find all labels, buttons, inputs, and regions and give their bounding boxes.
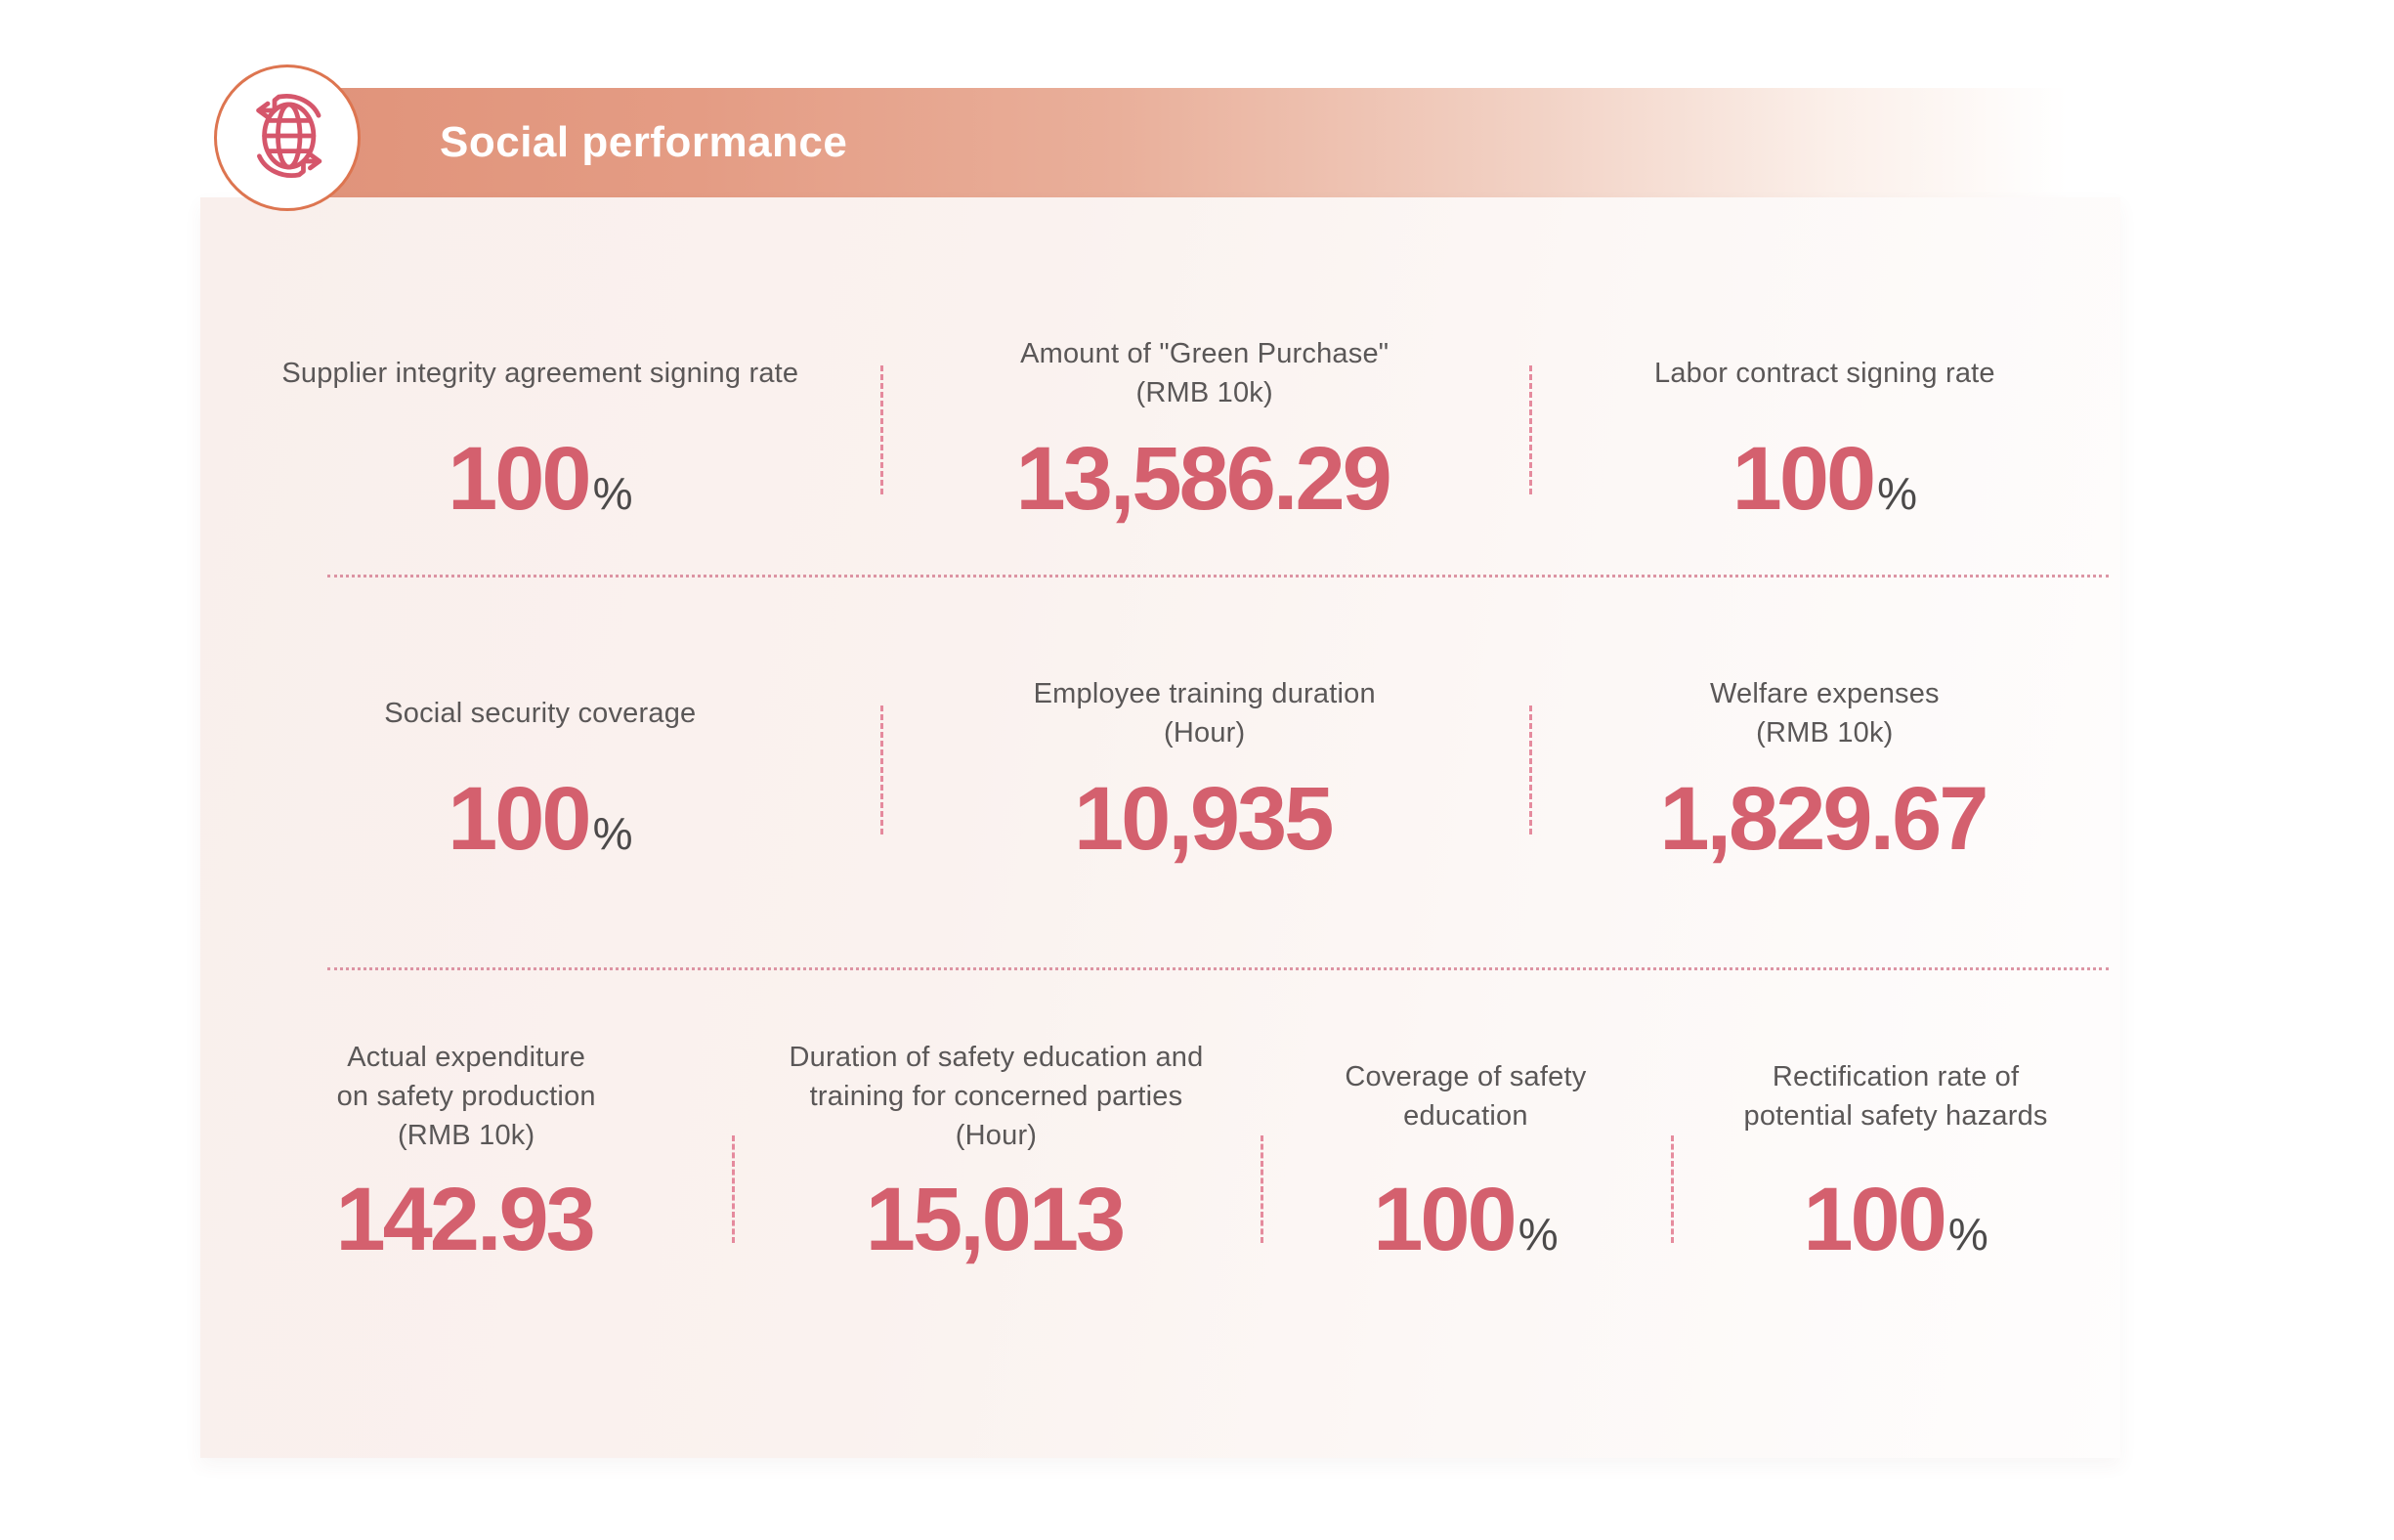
section-header-band: Social performance <box>293 88 2122 197</box>
metric-label: Rectification rate of potential safety h… <box>1744 1030 2048 1163</box>
metric-label-line: education <box>1403 1100 1528 1132</box>
metric-value: 100% <box>1373 1173 1558 1267</box>
vertical-divider <box>879 706 883 834</box>
metric-number: 100 <box>448 769 591 869</box>
metric-value: 15,013 <box>866 1173 1127 1267</box>
metric-number: 15,013 <box>865 1170 1126 1269</box>
metric-unit: % <box>1947 1209 1988 1260</box>
metric-label-line: Welfare expenses <box>1709 677 1940 709</box>
metric-label-line: Labor contract signing rate <box>1653 357 1995 389</box>
metric-value: 10,935 <box>1074 772 1335 867</box>
metric-label-line: Rectification rate of <box>1772 1060 2020 1092</box>
metric-label-line: Employee training duration <box>1033 677 1376 709</box>
metric-safety-education-duration: Duration of safety education and trainin… <box>732 1030 1260 1294</box>
metric-hazard-rectification-rate: Rectification rate of potential safety h… <box>1671 1030 2120 1294</box>
metric-labor-contract-rate: Labor contract signing rate 100% <box>1529 324 2120 554</box>
metric-number: 10,935 <box>1073 769 1334 869</box>
vertical-divider <box>1671 1135 1675 1243</box>
metric-value: 142.93 <box>335 1173 596 1267</box>
horizontal-divider <box>327 575 2109 578</box>
metric-label-line: Duration of safety education and <box>789 1041 1204 1073</box>
metric-number: 142.93 <box>335 1170 595 1269</box>
metric-safety-production-expenditure: Actual expenditure on safety production … <box>200 1030 732 1294</box>
metric-label-line: (RMB 10k) <box>1756 717 1894 749</box>
vertical-divider <box>879 365 883 494</box>
vertical-divider <box>1528 365 1532 494</box>
metric-label-line: (RMB 10k) <box>397 1120 535 1151</box>
metric-label-line: Supplier integrity agreement signing rat… <box>281 357 799 389</box>
metrics-row-3: Actual expenditure on safety production … <box>200 1030 2120 1294</box>
vertical-divider <box>1260 1135 1263 1243</box>
metric-number: 1,829.67 <box>1659 769 1988 869</box>
metric-unit: % <box>592 808 633 859</box>
metric-value: 1,829.67 <box>1659 772 1989 867</box>
metric-label: Duration of safety education and trainin… <box>790 1030 1204 1163</box>
horizontal-divider <box>327 967 2109 970</box>
metric-welfare-expenses: Welfare expenses (RMB 10k) 1,829.67 <box>1529 664 2120 894</box>
metric-label-line: Actual expenditure <box>347 1041 586 1073</box>
metric-label-line: Social security coverage <box>384 697 697 729</box>
metric-value: 13,586.29 <box>1016 432 1393 527</box>
metric-label: Labor contract signing rate <box>1654 324 1995 422</box>
metrics-row-1: Supplier integrity agreement signing rat… <box>200 324 2120 554</box>
vertical-divider <box>1528 706 1532 834</box>
metric-number: 100 <box>1373 1170 1517 1269</box>
metric-label-line: (Hour) <box>955 1120 1038 1151</box>
vertical-divider <box>732 1135 736 1243</box>
metric-unit: % <box>1518 1209 1559 1260</box>
metric-number: 100 <box>448 429 591 529</box>
section-title: Social performance <box>440 118 848 166</box>
metric-label: Amount of "Green Purchase" (RMB 10k) <box>1020 324 1389 422</box>
metric-unit: % <box>1877 468 1918 519</box>
metric-label: Actual expenditure on safety production … <box>337 1030 596 1163</box>
metric-safety-education-coverage: Coverage of safety education 100% <box>1261 1030 1672 1294</box>
metric-label-line: training for concerned parties <box>809 1080 1183 1112</box>
metric-label-line: on safety production <box>336 1080 596 1112</box>
globe-exchange-icon <box>236 85 338 192</box>
metrics-panel: Supplier integrity agreement signing rat… <box>200 197 2120 1458</box>
metric-label-line: Coverage of safety <box>1345 1060 1587 1092</box>
metrics-row-2: Social security coverage 100% Employee t… <box>200 664 2120 894</box>
metric-value: 100% <box>448 772 632 867</box>
metric-label-line: (RMB 10k) <box>1135 377 1273 408</box>
metric-label-line: potential safety hazards <box>1743 1100 2048 1132</box>
metric-label: Supplier integrity agreement signing rat… <box>281 324 798 422</box>
metric-value: 100% <box>448 432 632 527</box>
metric-label-line: Amount of "Green Purchase" <box>1020 337 1389 369</box>
metric-label: Welfare expenses (RMB 10k) <box>1710 664 1940 762</box>
metric-supplier-integrity-rate: Supplier integrity agreement signing rat… <box>200 324 880 554</box>
metric-employee-training-duration: Employee training duration (Hour) 10,935 <box>880 664 1529 894</box>
metric-label: Coverage of safety education <box>1345 1030 1586 1163</box>
metric-label: Employee training duration (Hour) <box>1034 664 1376 762</box>
metric-unit: % <box>592 468 633 519</box>
metric-value: 100% <box>1803 1173 1988 1267</box>
metric-number: 100 <box>1731 429 1876 529</box>
section-badge <box>214 64 361 211</box>
metric-number: 13,586.29 <box>1015 429 1392 529</box>
metric-social-security-coverage: Social security coverage 100% <box>200 664 880 894</box>
metric-number: 100 <box>1803 1170 1946 1269</box>
metric-label: Social security coverage <box>384 664 696 762</box>
metric-green-purchase-amount: Amount of "Green Purchase" (RMB 10k) 13,… <box>880 324 1529 554</box>
metric-label-line: (Hour) <box>1164 717 1246 749</box>
metric-value: 100% <box>1732 432 1917 527</box>
